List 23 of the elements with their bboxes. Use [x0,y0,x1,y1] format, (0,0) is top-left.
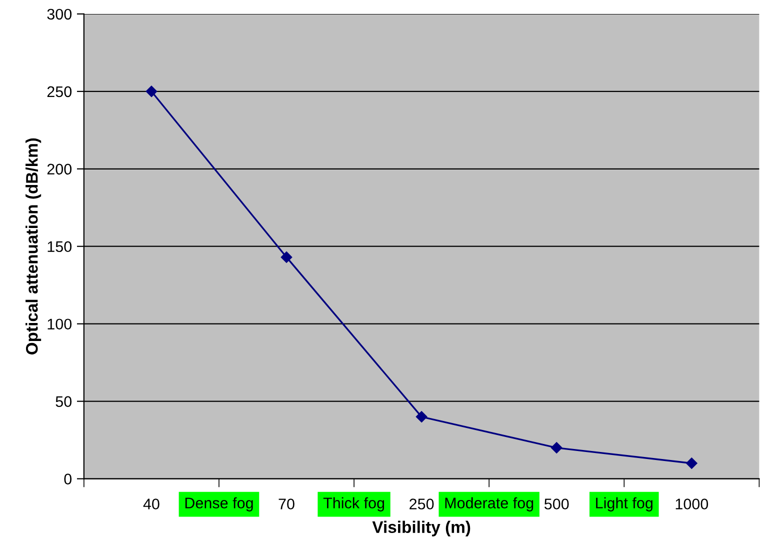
y-tick-label: 50 [56,396,72,407]
y-tick-label: 150 [48,241,72,252]
text: Dense fog [185,497,253,512]
y-tick-label: 300 [47,8,72,20]
point [146,86,158,98]
text: Moderate fog [445,497,534,512]
x-tick-label: 70 [278,498,294,510]
text: Light fog [596,497,652,512]
x-tick-label: 1000 [676,498,708,510]
point [551,442,562,454]
point [686,458,698,469]
text: Thick fog [323,497,384,512]
y-axis-title: Optical attenuation (dB/km) [26,138,42,354]
y-tick-label: 0 [64,474,72,484]
x-axis-title: Visibility (m) [372,520,470,536]
y-tick-label: 100 [48,318,72,330]
y-tick-label: 200 [47,164,72,175]
x-tick-label: 40 [143,498,160,510]
y-tick-label: 250 [47,86,72,98]
x-tick-label: 500 [544,498,569,510]
point [416,411,428,422]
x-tick-label: 250 [410,498,434,510]
point [280,252,292,263]
